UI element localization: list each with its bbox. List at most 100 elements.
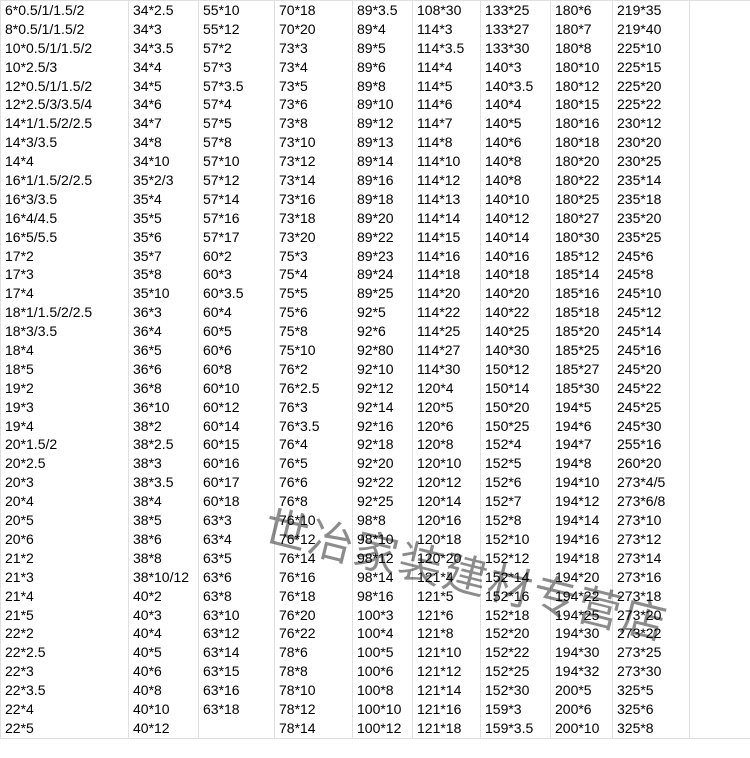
table-cell: 78*8 — [275, 662, 352, 681]
table-cell: 273*16 — [613, 568, 689, 587]
table-cell: 100*6 — [353, 662, 412, 681]
table-cell: 98*8 — [353, 511, 412, 530]
table-cell: 114*22 — [413, 303, 480, 322]
table-cell: 60*3 — [199, 265, 274, 284]
table-cell: 89*25 — [353, 284, 412, 303]
table-cell: 36*10 — [129, 398, 198, 417]
table-cell: 140*22 — [481, 303, 550, 322]
table-cell: 185*16 — [551, 284, 612, 303]
table-cell: 60*18 — [199, 492, 274, 511]
table-cell: 92*12 — [353, 379, 412, 398]
table-cell: 57*8 — [199, 133, 274, 152]
table-cell: 38*8 — [129, 549, 198, 568]
table-cell: 19*4 — [1, 417, 128, 436]
table-cell: 40*8 — [129, 681, 198, 700]
table-cell: 38*10/12 — [129, 568, 198, 587]
table-cell: 20*4 — [1, 492, 128, 511]
table-cell: 75*10 — [275, 341, 352, 360]
table-cell: 121*12 — [413, 662, 480, 681]
table-cell: 60*12 — [199, 398, 274, 417]
table-cell: 235*25 — [613, 228, 689, 247]
table-cell: 273*20 — [613, 606, 689, 625]
col-4: 89*3.589*489*589*689*889*1089*1289*1389*… — [352, 1, 412, 738]
table-cell: 159*3 — [481, 700, 550, 719]
table-cell: 140*4 — [481, 95, 550, 114]
table-cell: 120*4 — [413, 379, 480, 398]
table-cell: 152*25 — [481, 662, 550, 681]
table-cell: 245*6 — [613, 247, 689, 266]
table-cell: 325*5 — [613, 681, 689, 700]
table-cell: 89*10 — [353, 95, 412, 114]
table-cell: 89*12 — [353, 114, 412, 133]
table-cell: 245*20 — [613, 360, 689, 379]
table-cell: 185*30 — [551, 379, 612, 398]
table-cell: 121*4 — [413, 568, 480, 587]
table-cell: 114*3 — [413, 20, 480, 39]
table-cell: 245*8 — [613, 265, 689, 284]
table-cell: 73*6 — [275, 95, 352, 114]
table-cell: 180*16 — [551, 114, 612, 133]
table-cell: 38*6 — [129, 530, 198, 549]
table-cell: 140*5 — [481, 114, 550, 133]
table-cell: 194*8 — [551, 454, 612, 473]
table-cell: 92*6 — [353, 322, 412, 341]
table-cell: 180*30 — [551, 228, 612, 247]
table-cell: 194*20 — [551, 568, 612, 587]
table-cell: 38*5 — [129, 511, 198, 530]
table-cell: 235*14 — [613, 171, 689, 190]
table-cell: 73*16 — [275, 190, 352, 209]
table-cell: 63*18 — [199, 700, 274, 719]
table-cell: 273*12 — [613, 530, 689, 549]
table-cell: 34*3 — [129, 20, 198, 39]
table-cell: 120*6 — [413, 417, 480, 436]
table-cell: 40*4 — [129, 624, 198, 643]
table-cell: 70*18 — [275, 1, 352, 20]
table-cell: 92*14 — [353, 398, 412, 417]
table-cell: 273*25 — [613, 643, 689, 662]
table-cell: 57*10 — [199, 152, 274, 171]
table-cell: 140*14 — [481, 228, 550, 247]
table-cell: 114*18 — [413, 265, 480, 284]
table-cell: 120*14 — [413, 492, 480, 511]
table-cell: 180*7 — [551, 20, 612, 39]
table-cell: 114*6 — [413, 95, 480, 114]
table-cell: 121*5 — [413, 587, 480, 606]
col-3: 70*1870*2073*373*473*573*673*873*1073*12… — [274, 1, 352, 738]
table-cell: 76*20 — [275, 606, 352, 625]
table-cell: 18*4 — [1, 341, 128, 360]
table-cell: 75*6 — [275, 303, 352, 322]
table-cell: 76*14 — [275, 549, 352, 568]
table-cell: 114*4 — [413, 58, 480, 77]
table-cell: 18*5 — [1, 360, 128, 379]
table-cell: 114*3.5 — [413, 39, 480, 58]
table-cell: 89*5 — [353, 39, 412, 58]
table-cell: 63*6 — [199, 568, 274, 587]
table-cell: 17*2 — [1, 247, 128, 266]
table-cell: 92*18 — [353, 435, 412, 454]
table-cell: 140*3 — [481, 58, 550, 77]
table-cell: 40*6 — [129, 662, 198, 681]
table-cell: 73*8 — [275, 114, 352, 133]
table-cell: 60*6 — [199, 341, 274, 360]
table-cell: 57*17 — [199, 228, 274, 247]
table-cell: 73*18 — [275, 209, 352, 228]
table-cell: 20*6 — [1, 530, 128, 549]
table-cell: 245*12 — [613, 303, 689, 322]
table-cell: 152*20 — [481, 624, 550, 643]
table-cell: 114*7 — [413, 114, 480, 133]
table-cell: 140*10 — [481, 190, 550, 209]
table-cell: 34*10 — [129, 152, 198, 171]
table-cell: 100*8 — [353, 681, 412, 700]
table-cell: 75*8 — [275, 322, 352, 341]
table-cell: 185*20 — [551, 322, 612, 341]
table-cell: 35*8 — [129, 265, 198, 284]
table-cell: 152*5 — [481, 454, 550, 473]
table-cell: 180*27 — [551, 209, 612, 228]
table-cell: 16*1/1.5/2/2.5 — [1, 171, 128, 190]
table-cell: 34*4 — [129, 58, 198, 77]
table-cell: 114*20 — [413, 284, 480, 303]
table-cell: 57*3.5 — [199, 77, 274, 96]
table-cell: 140*12 — [481, 209, 550, 228]
table-cell: 273*22 — [613, 624, 689, 643]
table-cell: 89*24 — [353, 265, 412, 284]
